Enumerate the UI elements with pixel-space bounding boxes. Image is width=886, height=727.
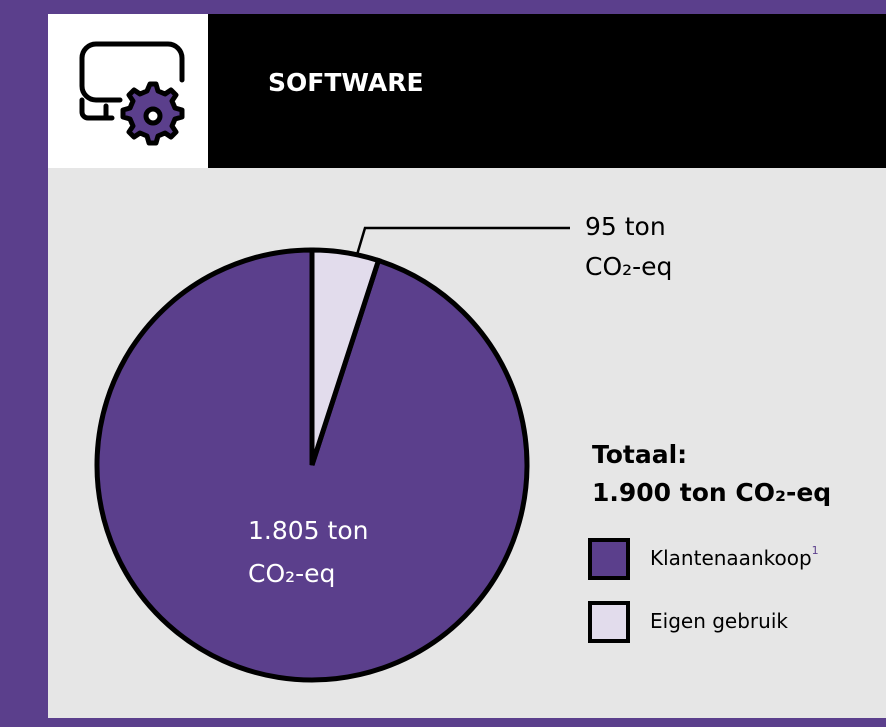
- pie-slice: [309, 247, 382, 466]
- value-label: CO₂-eq: [585, 252, 672, 281]
- header-title: SOFTWARE: [268, 68, 424, 97]
- value-label: 1.805 ton: [248, 516, 368, 545]
- legend-label: Klantenaankoop1: [650, 544, 819, 570]
- legend-label: Eigen gebruik: [650, 609, 788, 633]
- legend-name: Klantenaankoop: [650, 546, 812, 570]
- value-label: CO₂-eq: [248, 559, 335, 588]
- legend-name: Eigen gebruik: [650, 609, 788, 633]
- legend-swatch: [588, 601, 630, 643]
- total-title: Totaal:: [592, 440, 687, 469]
- icon-box: [48, 14, 208, 168]
- total-label: 1.900 ton CO₂-eq: [592, 478, 831, 507]
- legend-swatch: [588, 538, 630, 580]
- value-label: 95 ton: [585, 212, 666, 241]
- legend-footnote: 1: [812, 544, 819, 557]
- software-icon: [79, 41, 185, 146]
